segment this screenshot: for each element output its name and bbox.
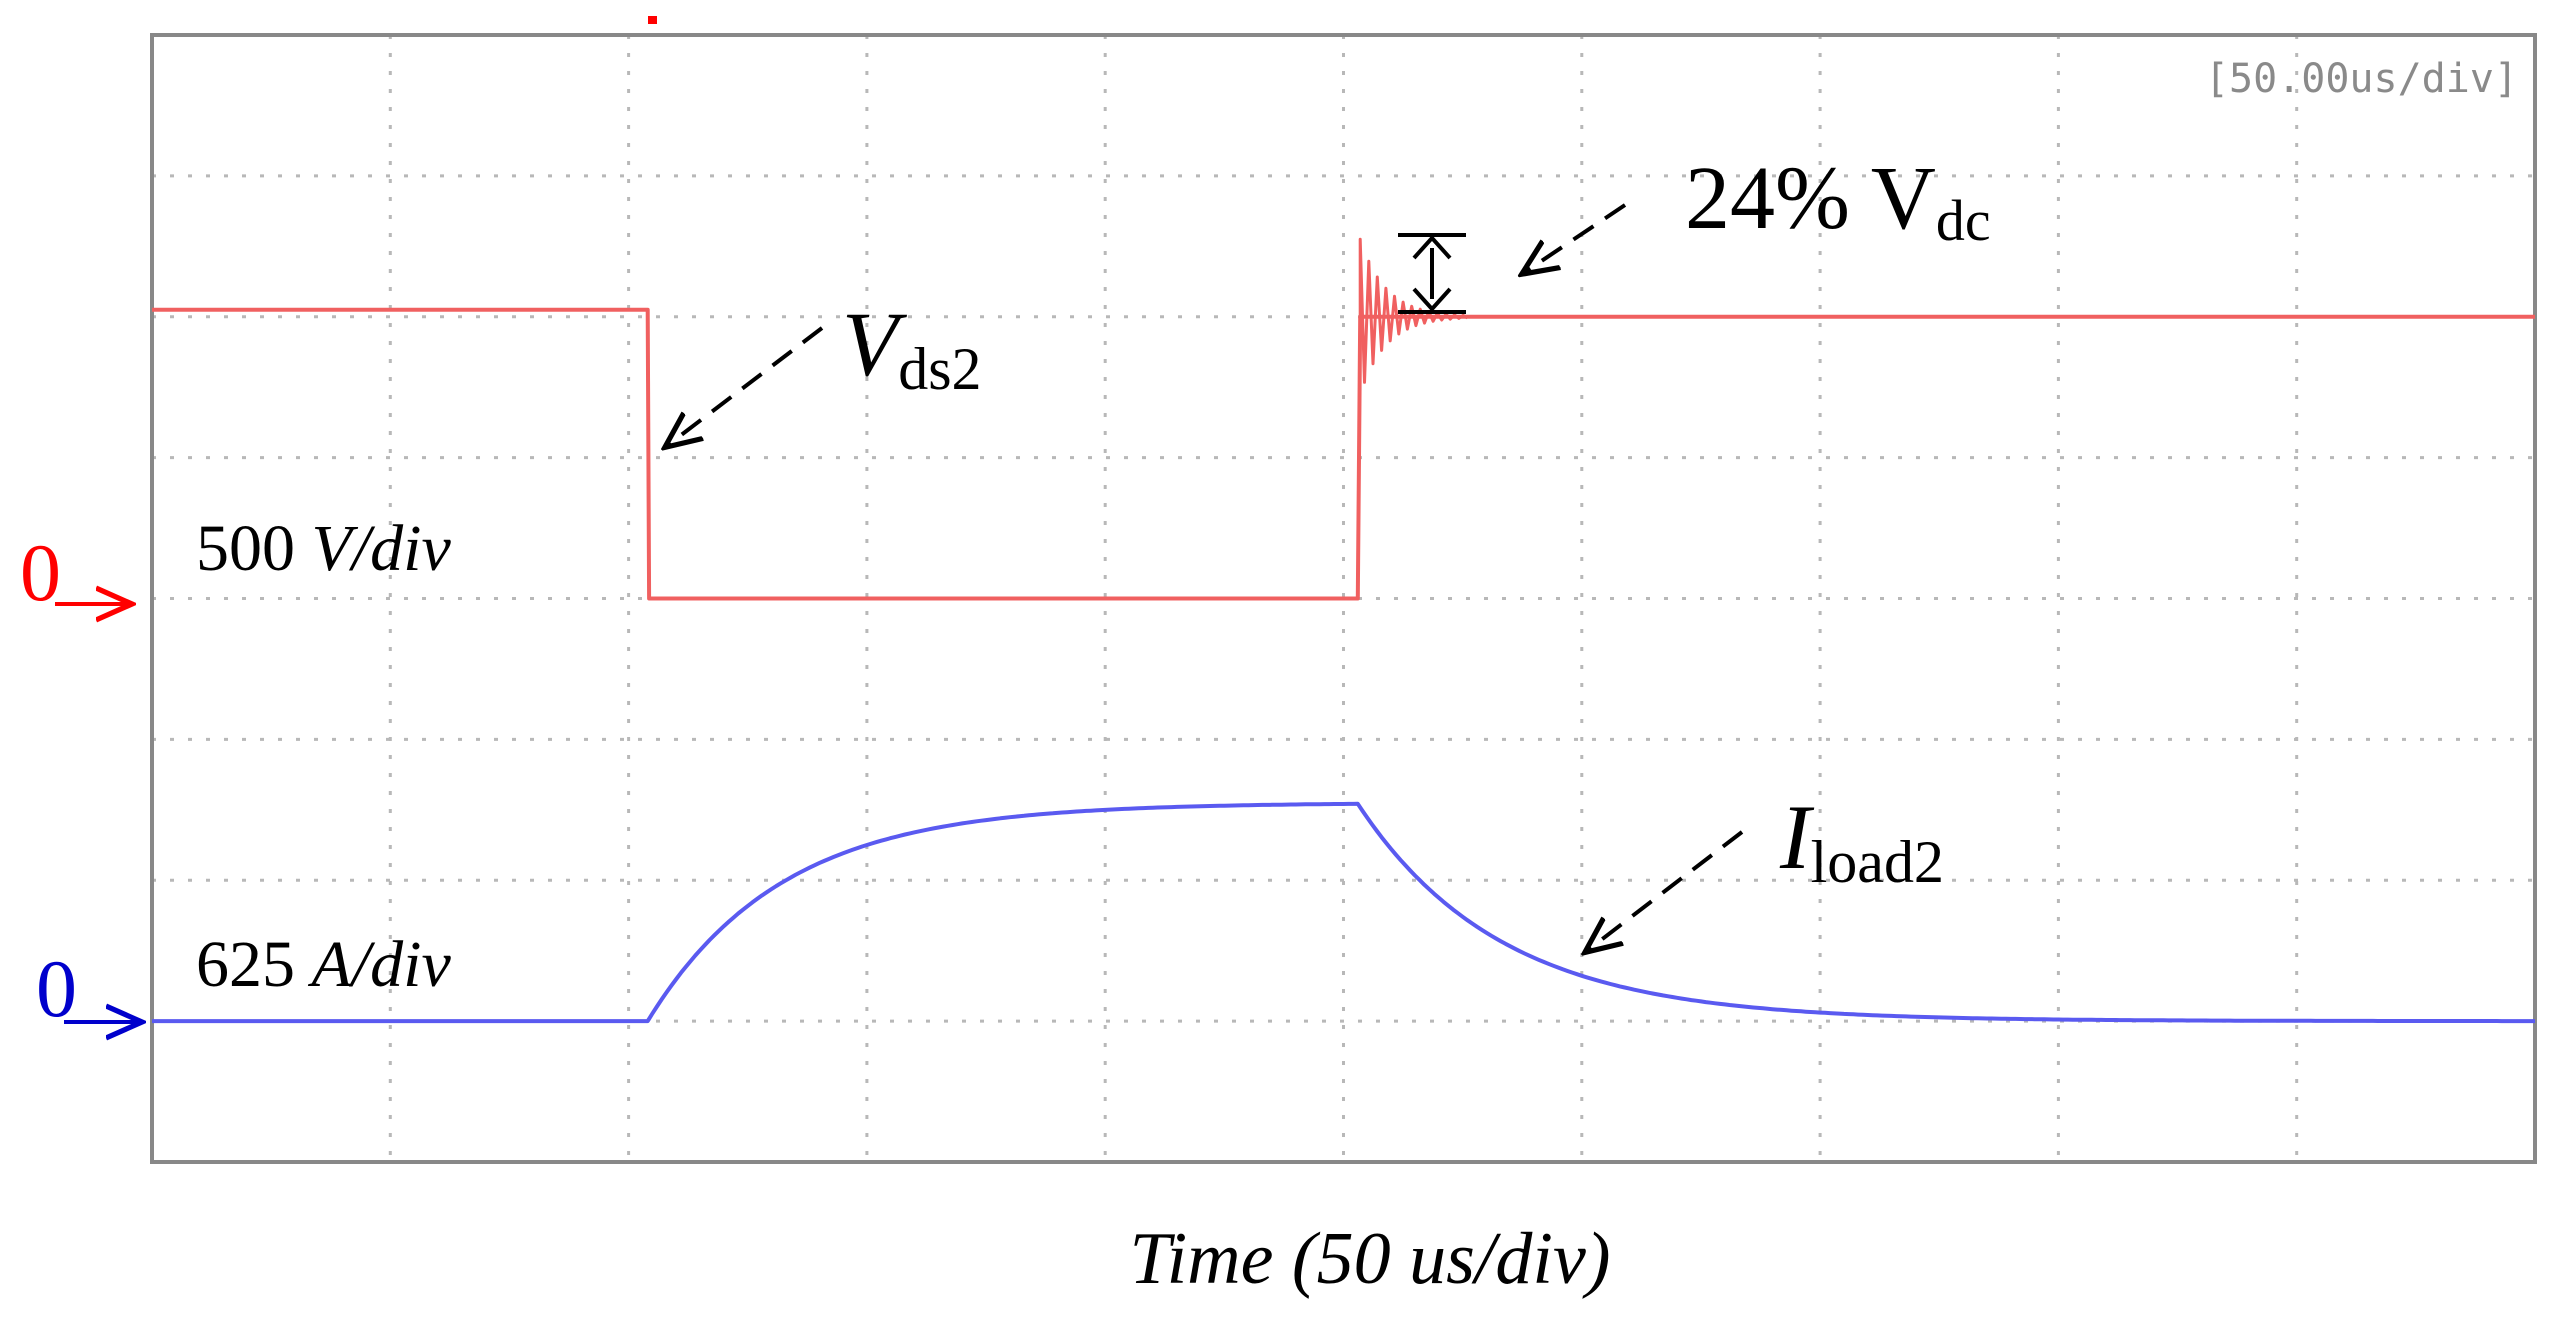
vds2-scale-unit: V/div (312, 512, 452, 585)
iload2-scale-unit: A/div (308, 928, 452, 1001)
overshoot-measurement (1398, 233, 1466, 314)
trace-layer (152, 237, 2535, 1024)
vds2-scale-value: 500 (196, 512, 295, 585)
vds2-label: Vds2 (842, 293, 982, 402)
vds2-scale-label: 500 V/div (196, 512, 451, 585)
vds2-trace (152, 307, 2535, 601)
iload2-zero-marker: 0 (36, 943, 138, 1034)
iload2-scale-value: 625 (196, 928, 295, 1001)
vds2-ringing (1358, 237, 1469, 384)
iload2-label-main: I (1779, 786, 1815, 888)
x-axis-title: Time (50 us/div) (1130, 1218, 1611, 1300)
iload2-scale-label: 625 A/div (196, 928, 451, 1001)
annotation-label: 24% Vdc (1685, 149, 1991, 253)
measurement-arrowhead-up (1412, 235, 1452, 260)
annotation-label-main: 24% V (1685, 149, 1936, 248)
iload2-label-sub: load2 (1811, 829, 1944, 895)
iload2-trace (152, 801, 2535, 1024)
vds2-zero-marker: 0 (20, 527, 128, 618)
scale-readout: [50.00us/div] (2205, 56, 2518, 102)
vds2-label-sub: ds2 (898, 336, 981, 402)
annotation-label-sub: dc (1936, 188, 1991, 253)
trigger-mark (648, 16, 657, 24)
plot-frame (150, 33, 2537, 1164)
iload2-pointer-arrow (1588, 830, 1744, 950)
measurement-arrowhead-down (1412, 287, 1452, 312)
iload2-label: Iload2 (1779, 786, 1944, 895)
iload2-zero-text: 0 (36, 943, 77, 1034)
annotation-pointer-arrow (1525, 203, 1627, 272)
vds2-label-main: V (842, 293, 908, 395)
vds2-pointer-arrow (668, 326, 824, 445)
vds2-zero-text: 0 (20, 527, 61, 618)
